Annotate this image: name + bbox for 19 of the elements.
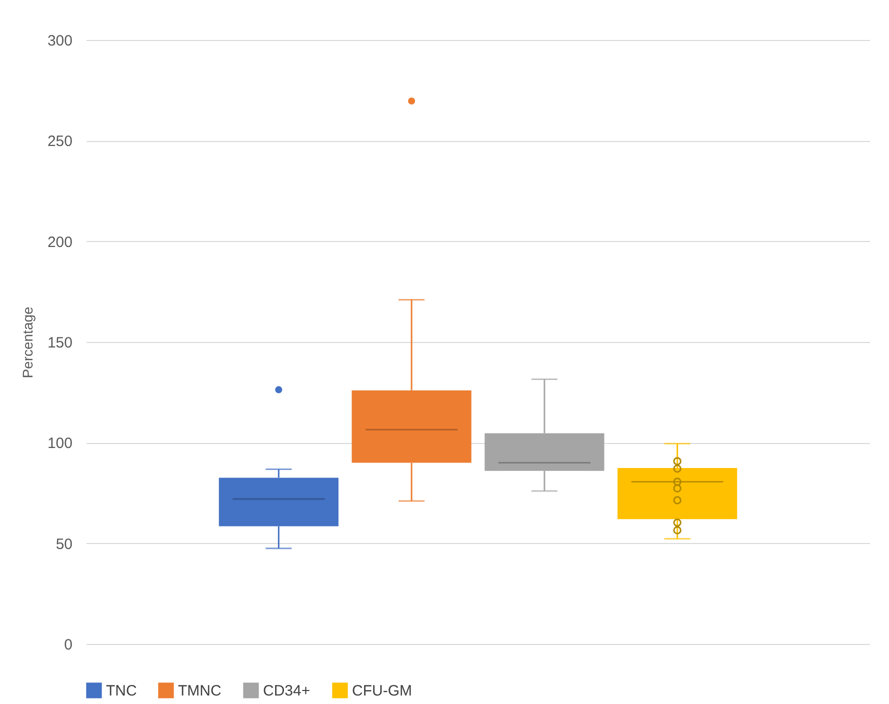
y-tick-label: 50 (56, 536, 72, 553)
y-tick-label: 150 (47, 334, 72, 352)
point (673, 464, 682, 473)
legend-label: TNC (106, 682, 137, 700)
point (673, 518, 682, 527)
point (673, 526, 682, 534)
y-axis-title: Percentage (19, 306, 36, 378)
y-tick-label: 300 (47, 32, 72, 50)
legend-label: CFU-GM (352, 682, 412, 700)
legend-label: TMNC (178, 682, 222, 700)
point (673, 496, 682, 504)
y-tick-label: 250 (47, 133, 72, 150)
point (673, 478, 682, 486)
y-tick-label: 200 (47, 234, 72, 251)
y-tick-label: 100 (47, 435, 72, 452)
legend-label: CD34+ (263, 682, 310, 700)
point (673, 457, 682, 466)
y-tick-label: 0 (64, 636, 72, 654)
point (673, 484, 682, 492)
